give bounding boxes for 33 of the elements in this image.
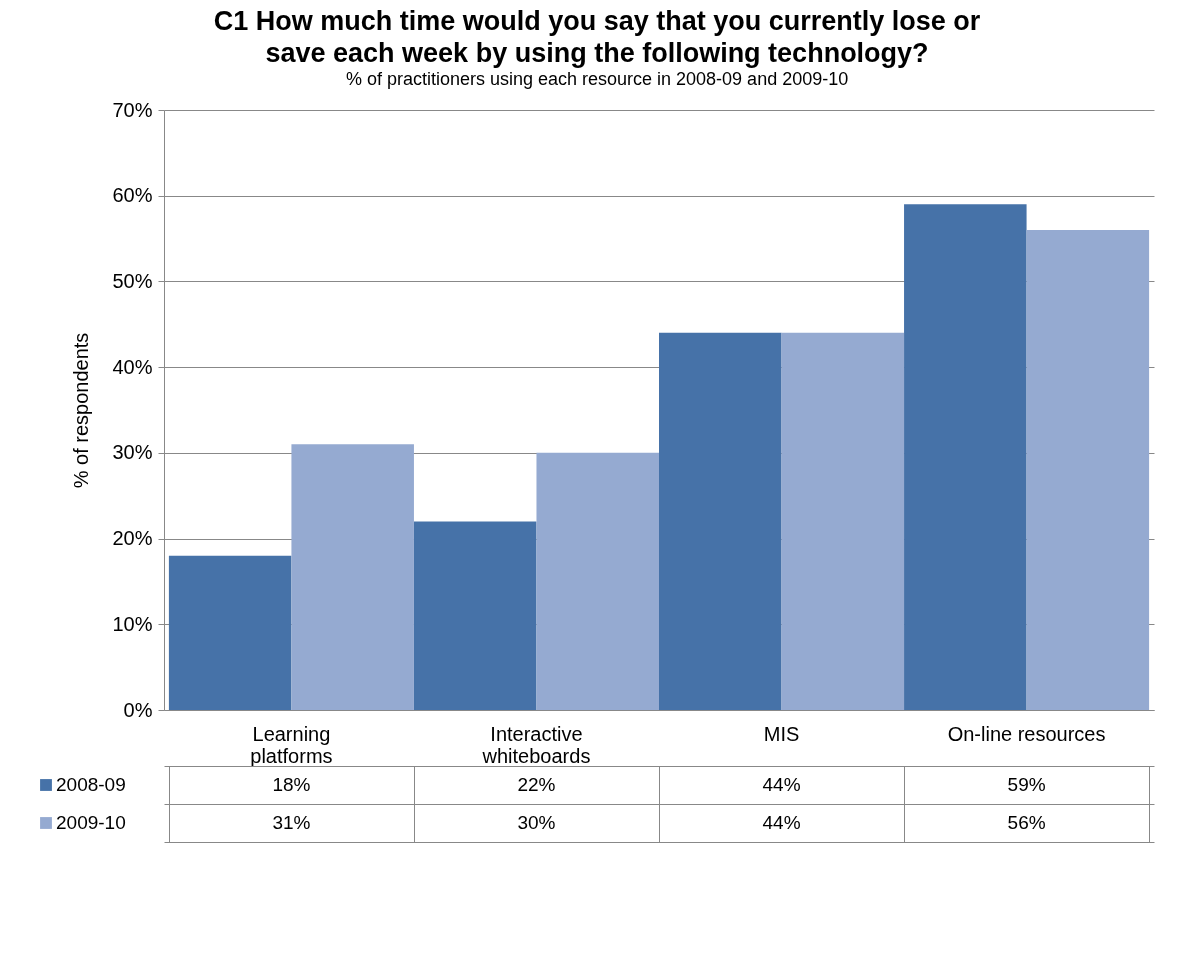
bar	[413, 521, 537, 710]
data-label: 59%	[1007, 774, 1046, 795]
y-tick-label: 50%	[112, 269, 153, 292]
data-label: 56%	[1007, 812, 1046, 833]
x-tick-label: On-line resources	[947, 722, 1106, 745]
y-tick-label: 60%	[112, 184, 153, 207]
y-tick-label: 70%	[112, 98, 153, 121]
bar	[1026, 230, 1150, 710]
bar	[168, 555, 292, 710]
bar	[781, 332, 905, 710]
data-label: 22%	[517, 774, 556, 795]
x-tick-label: Learning platforms	[250, 722, 333, 767]
data-label: 44%	[762, 774, 801, 795]
chart-subtitle: % of practitioners using each resource in 2008-09 and 2009-10	[345, 69, 849, 89]
bar	[291, 444, 414, 710]
bar	[659, 332, 782, 710]
x-tick-label: Interactive whiteboards	[481, 722, 591, 767]
bar	[904, 204, 1027, 710]
y-tick-label: 10%	[112, 612, 153, 635]
y-tick-label: 30%	[112, 441, 153, 464]
legend-label: 2009-10	[56, 812, 126, 833]
y-axis-title: % of respondents	[70, 332, 93, 489]
y-tick-label: 20%	[112, 527, 153, 550]
data-label: 31%	[272, 812, 311, 833]
data-label: 44%	[762, 812, 801, 833]
y-tick-label: 0%	[123, 698, 153, 721]
chart-title: C1 How much time would you say that you currently lose or save each week by using the following technology?	[213, 6, 981, 68]
x-tick-label: MIS	[763, 722, 800, 745]
y-tick-label: 40%	[112, 355, 153, 378]
data-label: 18%	[272, 774, 311, 795]
legend-label: 2008-09	[56, 774, 126, 795]
bar	[536, 452, 659, 710]
data-label: 30%	[517, 812, 556, 833]
